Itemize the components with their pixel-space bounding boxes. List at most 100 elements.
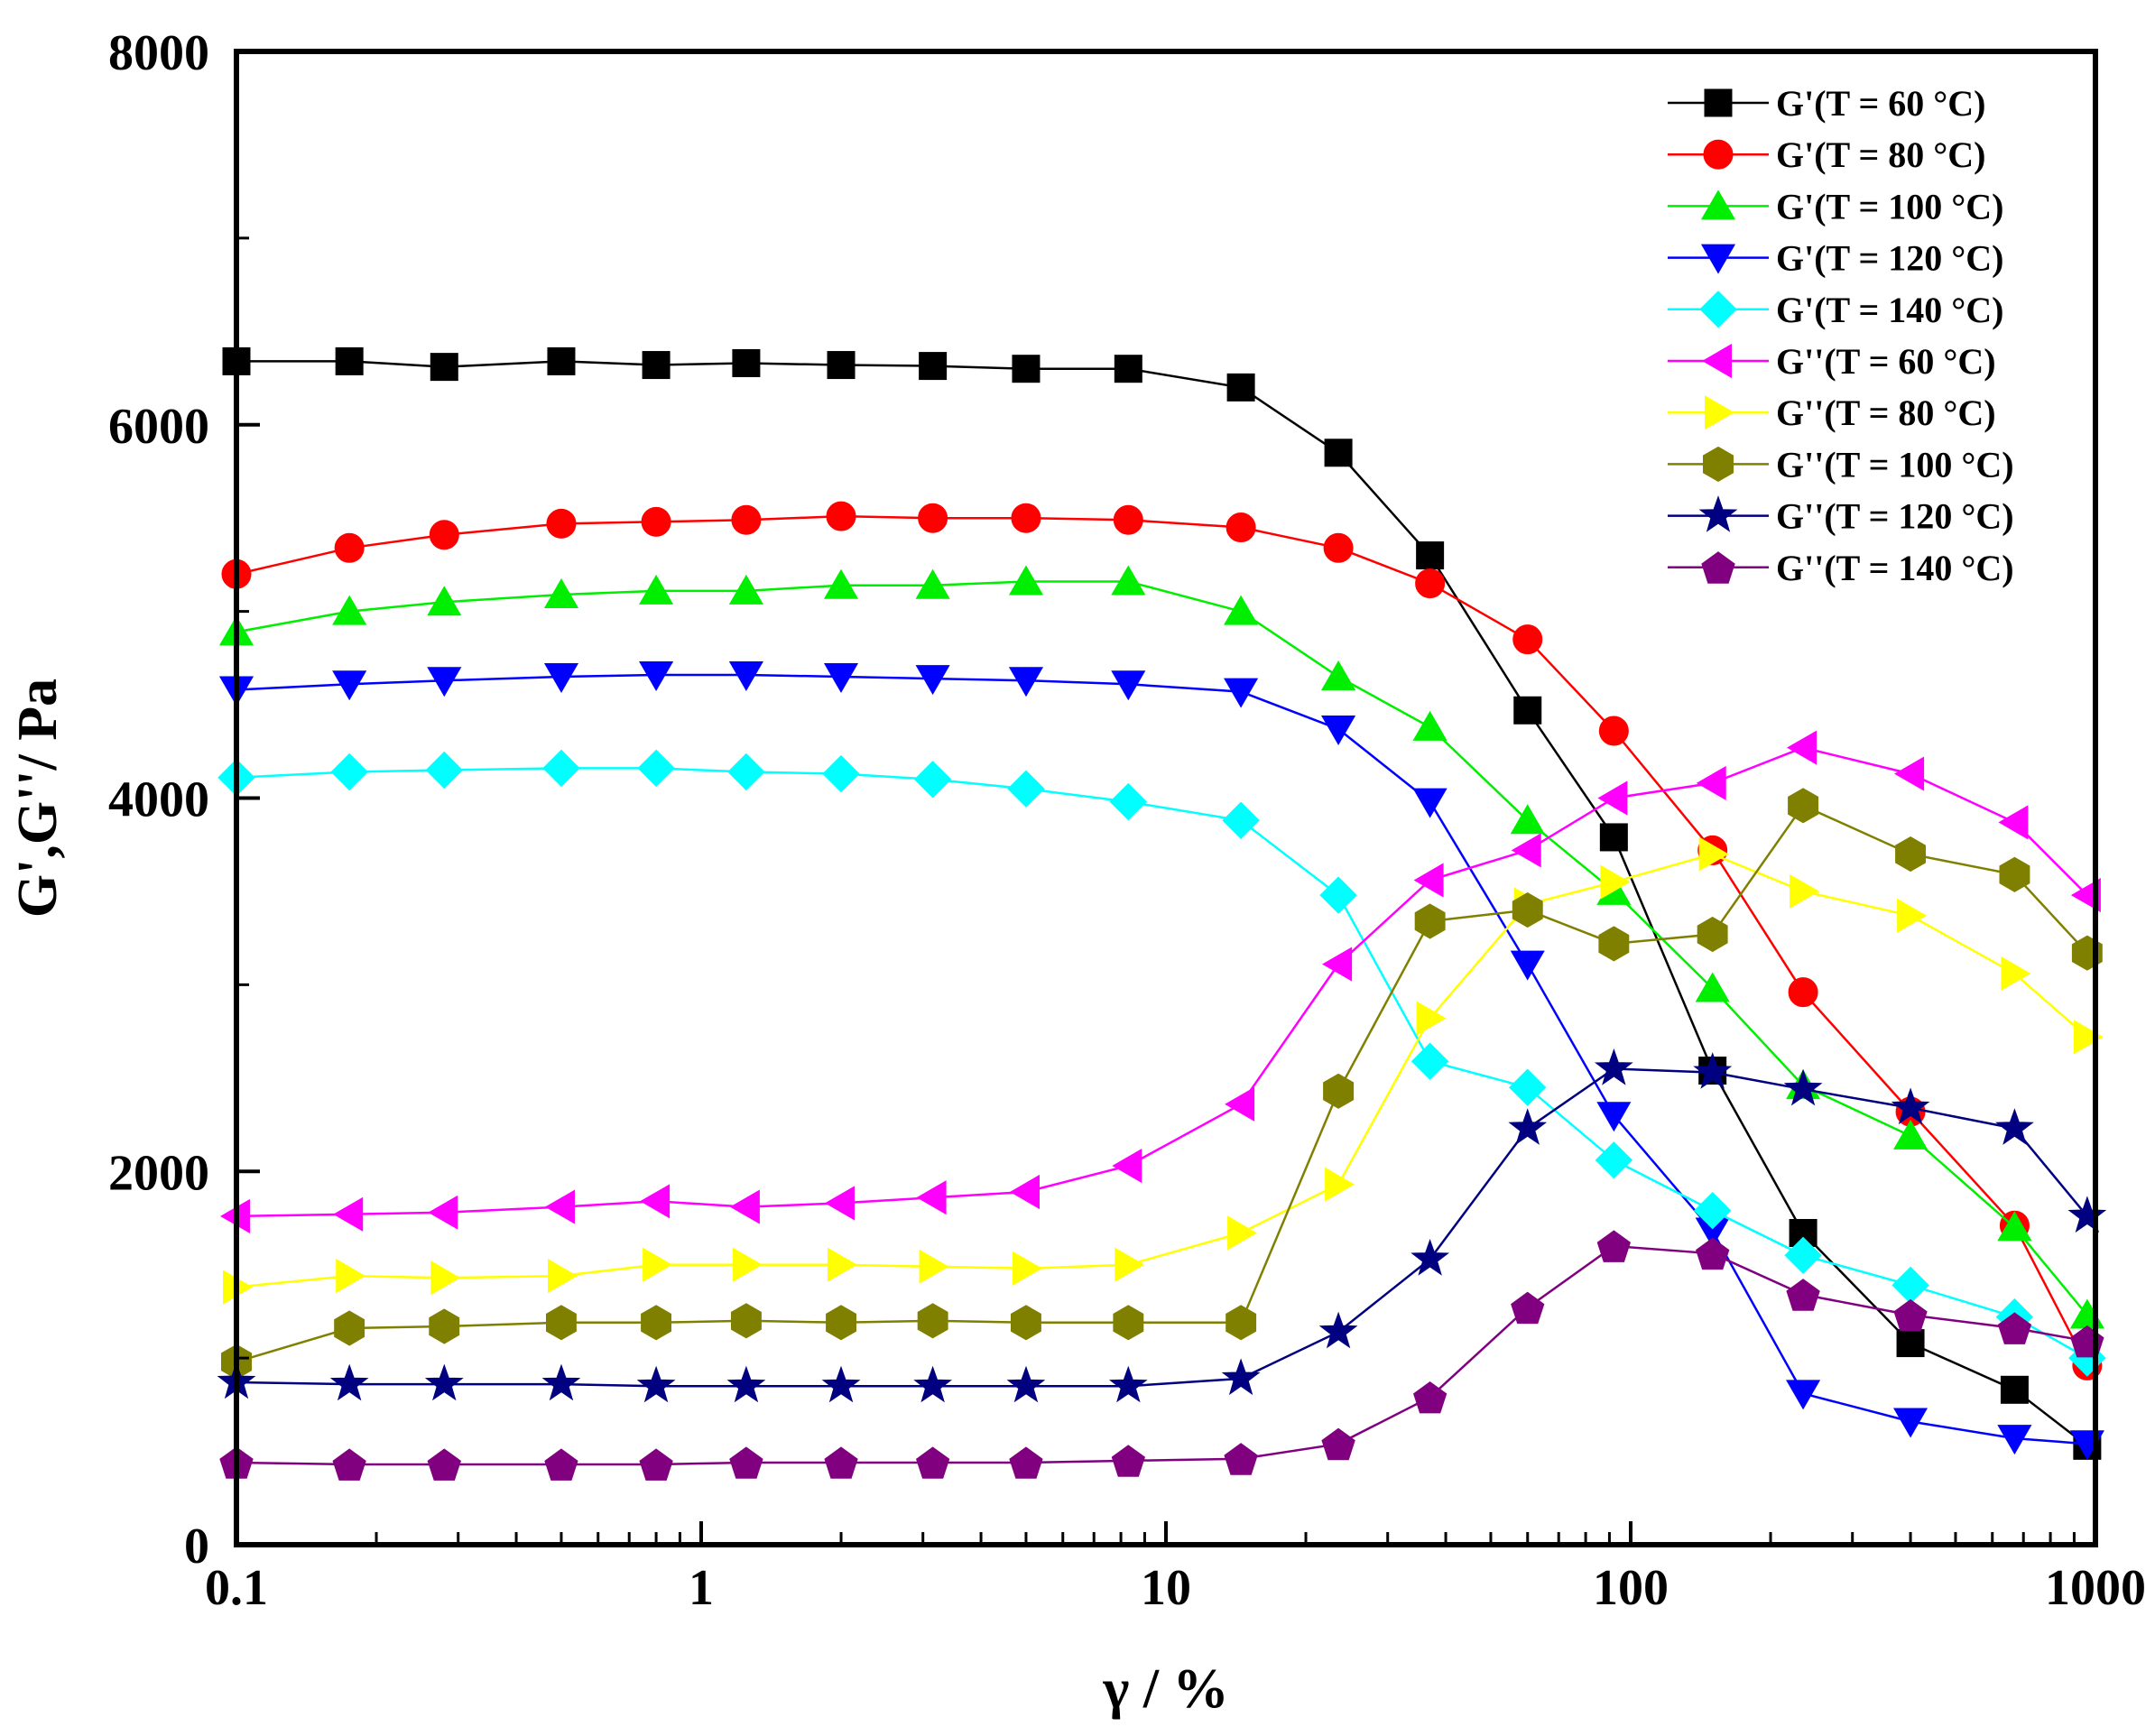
data-point [1784,1236,1822,1275]
data-point [424,1363,464,1401]
data-point [731,504,762,535]
data-point [1599,823,1628,852]
data-point [731,1303,762,1339]
data-point [1113,1305,1144,1341]
y-tick-label: 0 [184,1519,209,1574]
data-point [332,1448,366,1481]
data-point [1597,780,1628,816]
data-point [330,753,368,791]
data-point [916,1446,950,1479]
data-point [1111,565,1146,596]
data-point [1510,950,1545,981]
data-point [2001,956,2031,991]
data-point [1011,503,1041,533]
data-point [1790,873,1820,909]
legend-item: G''(T = 120 °C) [1668,495,2014,537]
data-point [1697,916,1728,953]
data-point [547,346,576,375]
data-point [1011,1305,1041,1341]
data-point [1416,1001,1447,1036]
data-point [1513,696,1542,725]
data-point [1010,1174,1040,1210]
data-point [1696,1237,1730,1270]
data-point [636,1365,676,1403]
data-point [1693,1191,1732,1230]
data-point [732,1247,763,1282]
x-axis-title: γ / % [1102,1658,1228,1720]
data-point [1787,730,1817,765]
data-point [430,353,458,382]
data-point [1321,660,1356,690]
data-point [639,1448,673,1481]
data-point [918,503,948,533]
data-point [826,1305,856,1341]
data-point [1224,678,1259,708]
data-point [1413,1380,1447,1414]
data-point [641,506,671,537]
series-line [236,580,2088,1316]
data-point [335,346,364,375]
data-point [1786,1380,1821,1410]
data-point [1998,805,2029,840]
data-point [917,1303,948,1339]
data-point [913,1365,953,1403]
data-point [1997,1211,2032,1242]
legend-marker [1700,244,1736,274]
data-point [429,520,459,550]
data-point [1111,670,1146,701]
data-point [1511,833,1541,868]
data-point [1783,1068,1823,1106]
data-point [1113,504,1143,535]
data-point [1222,801,1260,840]
data-point [1225,1305,1257,1341]
legend-item: G'(T = 80 °C) [1668,134,1986,175]
x-tick-label: 0.1 [205,1560,268,1616]
data-point [427,1448,461,1481]
data-point [727,753,765,791]
data-point [913,761,952,799]
legend-marker [1701,551,1735,584]
series-g-t-120-c [217,1048,2107,1403]
data-point [1897,898,1928,933]
data-point [1896,1329,1925,1358]
data-point [1318,1311,1358,1349]
data-point [1600,864,1631,900]
legend-label: G'(T = 80 °C) [1776,134,1986,175]
legend-label: G''(T = 80 °C) [1776,392,1996,433]
data-point [1112,1149,1142,1184]
data-point [639,574,674,605]
data-point [1511,1291,1545,1325]
data-point [1695,972,1730,1002]
data-point [825,1186,855,1221]
data-point [543,663,579,693]
legend-marker [1703,446,1734,482]
data-point [1111,1445,1145,1477]
data-point [732,348,761,377]
data-point [827,351,856,380]
data-point [544,1189,575,1224]
data-point [1319,876,1357,914]
data-point [1321,716,1356,745]
data-point [729,1189,760,1224]
data-point [1894,756,1925,791]
data-point [1997,1312,2032,1344]
data-point [1108,1365,1148,1403]
legend: G'(T = 60 °C) G'(T = 80 °C) G'(T = 100 °C)… [1668,83,2014,588]
data-point [1999,856,2030,892]
x-tick-label: 1 [689,1560,714,1616]
data-point [329,1363,369,1401]
data-point [425,751,464,790]
legend-marker [1700,189,1736,220]
data-point [1594,1048,1633,1085]
legend-item: G'(T = 100 °C) [1668,186,2004,226]
series-line [236,853,2088,1288]
data-point [1893,1119,1928,1150]
legend-label: G''(T = 60 °C) [1776,341,1996,382]
series-g-t-100-c [218,565,2104,1329]
data-point [1693,1052,1733,1089]
legend-marker [1698,495,1738,532]
data-point [1114,1247,1145,1282]
data-point [728,661,763,691]
data-point [1596,1230,1631,1262]
